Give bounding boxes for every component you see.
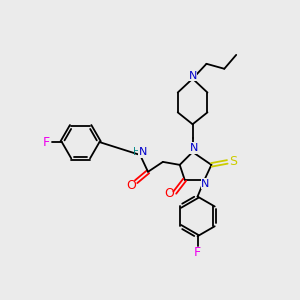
- Text: F: F: [194, 245, 201, 259]
- Text: N: N: [189, 143, 198, 153]
- Text: O: O: [164, 187, 174, 200]
- Text: N: N: [188, 71, 197, 81]
- Text: S: S: [229, 155, 237, 168]
- Text: H: H: [134, 147, 141, 157]
- Text: N: N: [201, 179, 210, 189]
- Text: N: N: [139, 147, 147, 157]
- Text: F: F: [42, 136, 50, 148]
- Text: O: O: [126, 179, 136, 192]
